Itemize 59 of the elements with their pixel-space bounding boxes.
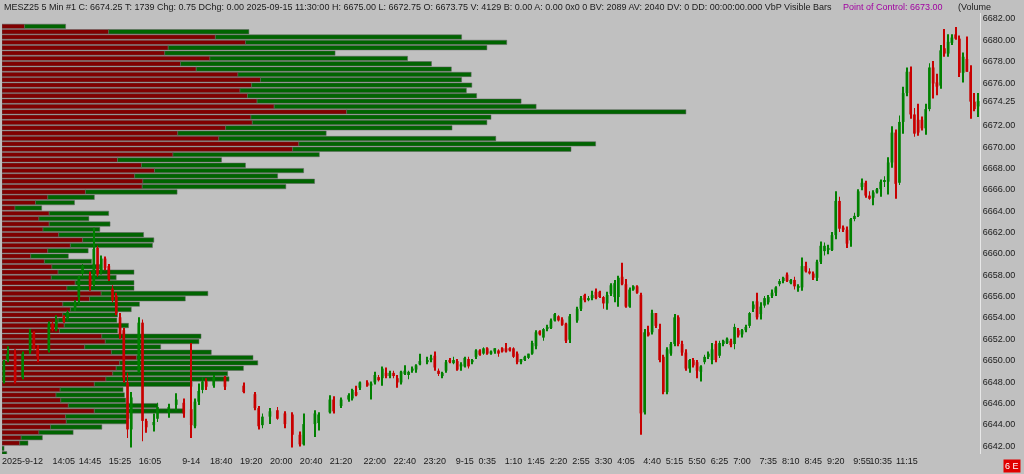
y-tick-label: 6678.00: [982, 56, 1016, 67]
x-tick-label: 14:05: [52, 456, 76, 466]
x-tick-label: 22:40: [393, 456, 417, 466]
x-tick-label: 16:05: [138, 456, 162, 466]
x-tick-label: 1:10: [504, 456, 523, 466]
x-tick-label: 1:45: [527, 456, 545, 466]
x-tick-label: 8:10: [782, 456, 800, 466]
x-tick-label: 8:45: [804, 456, 823, 466]
x-tick-label: 20:00: [269, 456, 293, 466]
x-tick-label: 0:35: [478, 456, 497, 466]
text: Point of Control: 6673.00: [843, 2, 943, 12]
y-tick-label: 6666.00: [982, 184, 1016, 195]
y-tick-label: 6676.00: [982, 77, 1016, 88]
x-tick-label: 2:55: [572, 456, 590, 466]
x-tick-label: 7:35: [759, 456, 778, 466]
x-tick-label: 3:30: [594, 456, 613, 466]
x-tick-label: 4:40: [643, 456, 661, 466]
x-tick-label: 15:25: [108, 456, 132, 466]
y-tick-label: 6642.00: [982, 440, 1016, 451]
y-tick-label: 6660.00: [982, 248, 1016, 259]
x-tick-label: 22:00: [363, 456, 387, 466]
y-tick-label: 6654.00: [982, 312, 1016, 323]
x-tick-label: 9-15: [455, 456, 474, 466]
x-tick-label: 19:20: [239, 456, 263, 466]
y-tick-label: 6668.00: [982, 162, 1016, 173]
x-tick-label: 2:20: [549, 456, 568, 466]
x-tick-label: 10:35: [869, 456, 892, 466]
x-tick-label: 21:20: [329, 456, 353, 466]
y-tick-label: 6662.00: [982, 227, 1016, 238]
y-tick-label: 6644.00: [982, 419, 1016, 430]
x-tick-label: 2025-9-12: [2, 456, 44, 466]
y-tick-label: 6646.00: [982, 397, 1016, 408]
x-tick-label: 11:15: [896, 456, 918, 466]
x-tick-label: 23:20: [423, 456, 447, 466]
x-tick-label: 4:05: [617, 456, 635, 466]
x-tick-label: 5:15: [665, 456, 684, 466]
x-tick-label: 14:45: [78, 456, 102, 466]
y-tick-label: 6682.00: [982, 13, 1016, 24]
y-tick-label: 6658.00: [982, 269, 1016, 280]
x-tick-label: 9:20: [826, 456, 845, 466]
y-tick-label: 6648.00: [982, 376, 1016, 387]
x-tick-label: 9:55: [853, 456, 871, 466]
text: 6 E: [1005, 461, 1019, 471]
text: (Volume: [958, 2, 992, 12]
x-tick-label: 18:40: [209, 456, 233, 466]
x-tick-label: 5:50: [688, 456, 706, 466]
x-tick-label: 6:25: [710, 456, 729, 466]
chart-title: MESZ25 5 Min #1 C: 6674.25 T: 1739 Chg: 0.75 DChg: 0.00 2025-09-15 11:30:00 H: 6675.00 L: 6672.75 O: 6673.75 V: 4129 B: 0.00 A: 0.00 0x0 0 BV: 2089 AV: 2040 DV: 0 DD: 00:00:00.000 VbP Visible Bars: [4, 2, 832, 12]
x-tick-label: 9-14: [182, 456, 201, 466]
y-tick-label: 6664.00: [982, 205, 1016, 216]
y-tick-label: 6672.00: [982, 120, 1016, 131]
x-tick-label: 7:00: [733, 456, 751, 466]
y-tick-label: 6680.00: [982, 34, 1016, 45]
x-tick-label: 20:40: [299, 456, 323, 466]
y-tick-label: 6656.00: [982, 291, 1016, 302]
y-tick-label: 6652.00: [982, 333, 1016, 344]
y-tick-label: 6670.00: [982, 141, 1016, 152]
y-tick-label: 6650.00: [982, 355, 1016, 366]
y-tick-label: 6674.25: [982, 96, 1016, 107]
